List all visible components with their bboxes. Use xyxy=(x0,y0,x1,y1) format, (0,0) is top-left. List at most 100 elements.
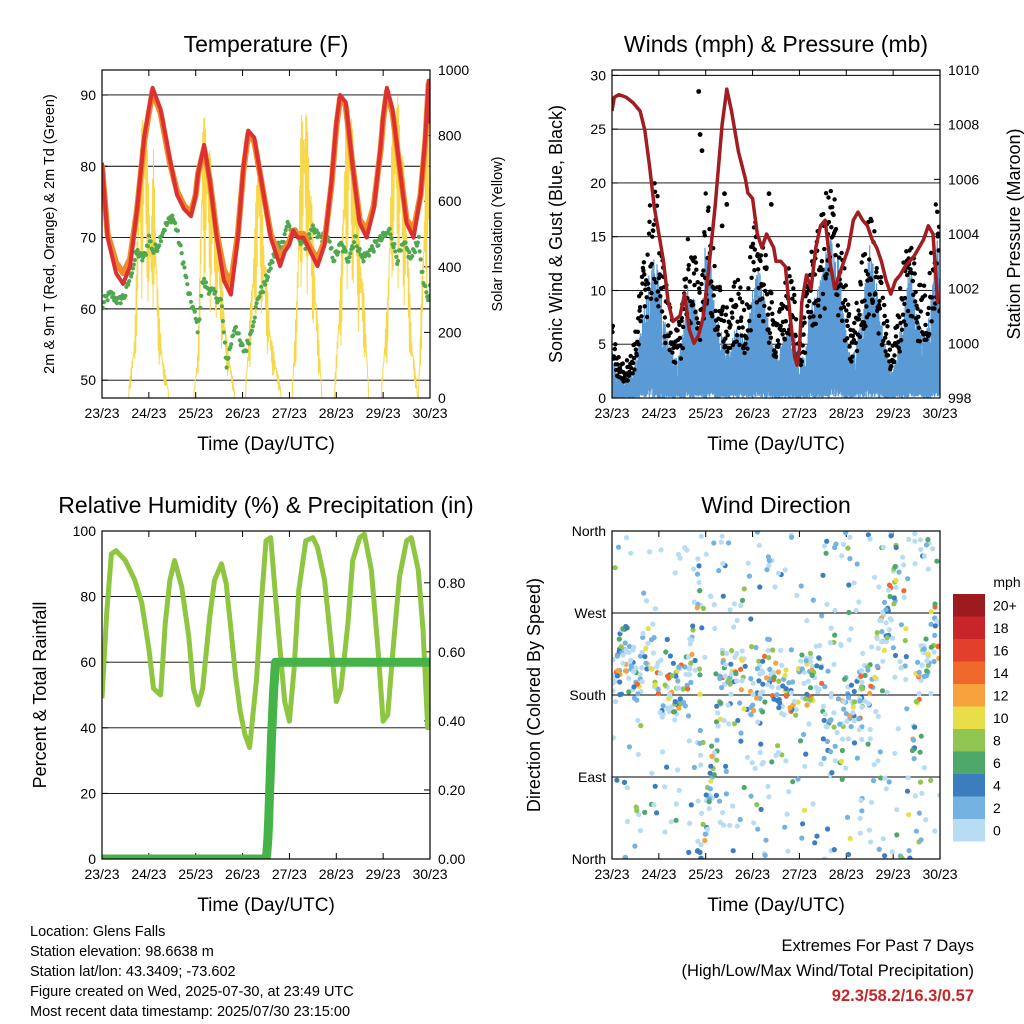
gust-point xyxy=(935,209,940,214)
direction-point xyxy=(634,697,640,703)
gust-point xyxy=(695,280,700,285)
direction-point xyxy=(823,550,829,556)
direction-point xyxy=(698,810,705,817)
gust-point xyxy=(862,252,868,257)
gust-point xyxy=(649,261,654,267)
gust-point xyxy=(876,331,881,336)
panel-3: Relative Humidity (%) & Precipitation (i… xyxy=(30,492,474,916)
gust-point xyxy=(916,314,921,319)
direction-point xyxy=(783,693,789,699)
direction-point xyxy=(832,743,838,749)
gust-point xyxy=(756,267,761,272)
x-tick-label: 27/23 xyxy=(782,405,817,421)
direction-point xyxy=(823,723,829,730)
direction-point xyxy=(858,797,864,804)
gust-point xyxy=(856,308,861,313)
gust-point xyxy=(881,321,886,326)
direction-point xyxy=(698,855,704,859)
gust-point xyxy=(707,226,712,232)
x-tick-label: 25/23 xyxy=(688,866,723,882)
gust-point xyxy=(773,354,779,359)
gust-point xyxy=(917,339,923,344)
direction-point xyxy=(843,711,849,717)
dewpoint-point xyxy=(354,244,359,249)
gust-point xyxy=(656,304,661,309)
dewpoint-point xyxy=(218,297,224,302)
dewpoint-point xyxy=(222,340,227,345)
colorbar-swatch xyxy=(953,751,985,774)
direction-point xyxy=(650,621,656,627)
gust-point xyxy=(768,335,773,340)
gust-point xyxy=(763,253,768,258)
direction-point xyxy=(720,810,726,816)
dewpoint-point xyxy=(153,242,158,247)
direction-point xyxy=(688,679,694,686)
gust-point xyxy=(756,313,762,318)
direction-point xyxy=(621,779,628,786)
gust-point xyxy=(755,252,760,257)
dewpoint-point xyxy=(396,258,401,264)
direction-point xyxy=(923,542,930,548)
direction-point xyxy=(734,678,740,684)
direction-point xyxy=(844,814,851,821)
direction-point xyxy=(664,764,670,770)
direction-point xyxy=(774,692,780,698)
y-tick-label: 100 xyxy=(73,523,97,539)
direction-point xyxy=(708,763,714,769)
direction-point xyxy=(738,666,744,672)
gust-point xyxy=(836,313,841,318)
gust-point xyxy=(764,292,770,297)
x-tick-label: 26/23 xyxy=(225,866,260,882)
direction-point xyxy=(912,561,918,567)
direction-point xyxy=(935,643,940,649)
gust-point xyxy=(835,243,841,248)
direction-point xyxy=(714,719,720,725)
direction-point xyxy=(876,584,882,590)
x-tick-label: 25/23 xyxy=(178,405,213,421)
direction-point xyxy=(862,672,868,679)
direction-point xyxy=(904,706,910,712)
direction-point xyxy=(689,651,695,658)
direction-point xyxy=(614,653,621,659)
direction-point xyxy=(741,706,747,712)
direction-point xyxy=(744,754,751,760)
gust-point xyxy=(830,204,835,210)
gust-point xyxy=(882,313,887,319)
gust-point xyxy=(883,349,888,354)
direction-point xyxy=(694,605,700,611)
direction-point xyxy=(664,636,670,643)
gust-point xyxy=(886,341,892,346)
dewpoint-point xyxy=(423,284,428,289)
direction-point xyxy=(731,624,737,630)
direction-point xyxy=(757,584,763,590)
gust-point xyxy=(833,253,838,258)
gust-point xyxy=(770,311,775,316)
dewpoint-point xyxy=(198,305,203,310)
dewpoint-point xyxy=(329,245,334,251)
gust-point xyxy=(801,315,807,320)
direction-point xyxy=(726,721,732,727)
direction-point xyxy=(647,549,653,555)
dewpoint-point xyxy=(181,260,186,265)
direction-point xyxy=(688,802,694,808)
gust-point xyxy=(872,229,877,234)
gust-point xyxy=(699,148,705,154)
gust-point xyxy=(868,277,874,282)
direction-point xyxy=(787,705,793,711)
direction-point xyxy=(825,668,831,674)
direction-point xyxy=(804,691,810,697)
direction-point xyxy=(760,670,766,676)
y-tick-label: North xyxy=(572,851,606,867)
gust-point xyxy=(798,362,803,368)
direction-point xyxy=(901,588,907,594)
dewpoint-point xyxy=(393,249,398,254)
direction-point xyxy=(881,599,888,606)
gust-point xyxy=(902,301,907,307)
gust-point xyxy=(739,333,744,338)
gust-point xyxy=(909,245,914,251)
direction-point xyxy=(828,625,834,631)
gust-point xyxy=(799,359,804,364)
direction-point xyxy=(775,570,782,576)
direction-point xyxy=(782,672,788,679)
gust-point xyxy=(754,300,759,305)
